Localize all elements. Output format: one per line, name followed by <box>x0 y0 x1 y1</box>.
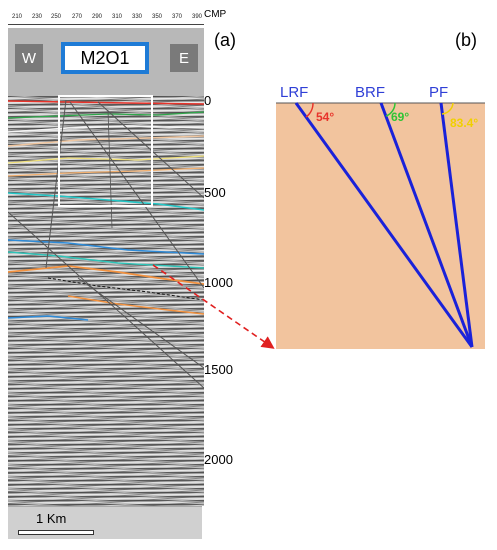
panel-a-label: (a) <box>214 30 236 50</box>
depth-tick: 1500 <box>204 362 233 377</box>
scale-label: 1 Km <box>36 511 67 526</box>
fault-label-pf: PF <box>429 84 449 101</box>
horizon-orange-lower <box>67 295 204 315</box>
angle-label-brf: 69° <box>391 110 410 124</box>
cmp-tick: 250 <box>50 14 62 20</box>
panel-b-label: (b) <box>455 30 477 50</box>
seismic-section <box>8 28 204 506</box>
horizon-orange-light <box>8 167 204 177</box>
fault-trace <box>69 101 204 289</box>
depth-tick: 2000 <box>204 452 233 467</box>
lrf-angle-arc <box>305 102 314 118</box>
horizon-tan <box>8 135 204 147</box>
fault-label-brf: BRF <box>355 84 385 101</box>
depth-tick: 1000 <box>204 275 233 290</box>
reflection-texture-overlay <box>8 96 204 506</box>
cmp-tick: 230 <box>31 14 43 20</box>
brf-angle-arc <box>385 102 396 117</box>
west-label: W <box>15 44 43 72</box>
fault-trace <box>77 277 204 369</box>
depth-tick: 500 <box>204 185 226 200</box>
model-area <box>276 103 485 349</box>
angle-label-pf: 83.4° <box>450 116 479 130</box>
horizon-blue <box>8 239 204 255</box>
east-label: E <box>170 44 198 72</box>
scale-bar-panel: 1 Km <box>8 506 202 539</box>
horizon-yellow <box>8 155 204 164</box>
horizon-cyan <box>8 192 204 211</box>
depth-tick: 0 <box>204 93 212 108</box>
fault-trace <box>107 109 113 229</box>
cmp-tick: 290 <box>91 14 103 20</box>
cmp-tick: 270 <box>71 14 83 20</box>
fault-label-lrf: LRF <box>280 84 309 101</box>
scale-bar <box>18 530 94 535</box>
horizon-orange <box>8 265 204 285</box>
angle-label-lrf: 54° <box>316 110 335 124</box>
horizon-teal <box>8 251 204 269</box>
horizon-white <box>8 125 204 133</box>
fault-trace <box>45 99 67 269</box>
pf-fault-line <box>439 102 474 348</box>
cmp-axis-line <box>8 24 204 25</box>
zoom-box <box>58 95 153 207</box>
horizon-blue-lower <box>8 315 89 321</box>
cmp-tick: 330 <box>131 14 143 20</box>
horizon-black <box>47 277 204 301</box>
cmp-tick: 310 <box>111 14 123 20</box>
cmp-tick: 370 <box>171 14 183 20</box>
zoom-arrow <box>152 264 275 349</box>
section-title: M2O1 <box>61 42 149 74</box>
cmp-axis-label: CMP <box>204 9 227 20</box>
cmp-tick: 350 <box>151 14 163 20</box>
cmp-tick: 210 <box>11 14 23 20</box>
pf-angle-arc <box>441 102 454 115</box>
fault-trace <box>8 211 204 389</box>
lrf-fault-line <box>294 102 474 348</box>
brf-fault-line <box>379 102 474 348</box>
cmp-tick: 390 <box>191 14 203 20</box>
